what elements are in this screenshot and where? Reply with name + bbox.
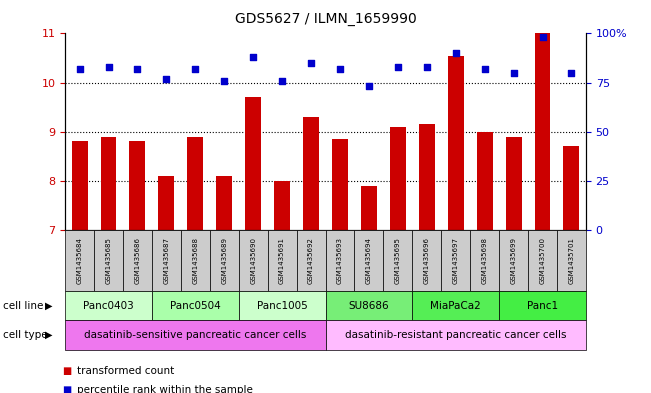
Point [422, 64, 432, 70]
Text: GSM1435693: GSM1435693 [337, 237, 343, 284]
Text: dasatinib-sensitive pancreatic cancer cells: dasatinib-sensitive pancreatic cancer ce… [84, 330, 307, 340]
Point [450, 50, 461, 56]
Text: GSM1435699: GSM1435699 [510, 237, 516, 284]
Bar [477, 132, 493, 230]
Bar [361, 185, 377, 230]
Bar [332, 139, 348, 230]
Text: GSM1435690: GSM1435690 [250, 237, 256, 284]
Text: GSM1435689: GSM1435689 [221, 237, 227, 284]
Text: ▶: ▶ [45, 301, 53, 310]
Text: GSM1435684: GSM1435684 [77, 237, 83, 284]
Text: cell line: cell line [3, 301, 44, 310]
Text: ■: ■ [62, 385, 71, 393]
Bar [274, 181, 290, 230]
Text: GSM1435696: GSM1435696 [424, 237, 430, 284]
Text: MiaPaCa2: MiaPaCa2 [430, 301, 481, 310]
Text: ■: ■ [62, 366, 71, 376]
Point [335, 66, 345, 72]
Bar [158, 176, 174, 230]
Text: Panc0403: Panc0403 [83, 301, 134, 310]
Bar [419, 124, 435, 230]
Bar [506, 136, 521, 230]
Text: GSM1435688: GSM1435688 [192, 237, 199, 284]
Text: GDS5627 / ILMN_1659990: GDS5627 / ILMN_1659990 [234, 12, 417, 26]
Bar [303, 117, 319, 230]
Bar [100, 136, 117, 230]
Bar [390, 127, 406, 230]
Text: GSM1435694: GSM1435694 [366, 237, 372, 284]
Bar [72, 141, 87, 230]
Point [190, 66, 201, 72]
Point [74, 66, 85, 72]
Text: cell type: cell type [3, 330, 48, 340]
Text: percentile rank within the sample: percentile rank within the sample [77, 385, 253, 393]
Text: transformed count: transformed count [77, 366, 174, 376]
Point [104, 64, 114, 70]
Point [566, 70, 577, 76]
Text: GSM1435701: GSM1435701 [568, 237, 574, 284]
Text: Panc1005: Panc1005 [256, 301, 307, 310]
Text: GSM1435686: GSM1435686 [135, 237, 141, 284]
Bar [448, 55, 464, 230]
Text: GSM1435685: GSM1435685 [105, 237, 111, 284]
Text: GSM1435700: GSM1435700 [540, 237, 546, 284]
Text: GSM1435692: GSM1435692 [308, 237, 314, 284]
Text: SU8686: SU8686 [348, 301, 389, 310]
Text: GSM1435698: GSM1435698 [482, 237, 488, 284]
Point [277, 77, 287, 84]
Point [508, 70, 519, 76]
Bar [534, 33, 551, 230]
Point [248, 54, 258, 60]
Bar [245, 97, 261, 230]
Point [219, 77, 229, 84]
Text: GSM1435687: GSM1435687 [163, 237, 169, 284]
Text: GSM1435695: GSM1435695 [395, 237, 401, 284]
Text: Panc1: Panc1 [527, 301, 558, 310]
Text: Panc0504: Panc0504 [170, 301, 221, 310]
Bar [130, 141, 145, 230]
Bar [187, 136, 203, 230]
Text: dasatinib-resistant pancreatic cancer cells: dasatinib-resistant pancreatic cancer ce… [345, 330, 566, 340]
Bar [216, 176, 232, 230]
Point [537, 34, 547, 40]
Point [479, 66, 490, 72]
Point [393, 64, 403, 70]
Text: GSM1435697: GSM1435697 [452, 237, 459, 284]
Point [132, 66, 143, 72]
Text: ▶: ▶ [45, 330, 53, 340]
Point [161, 75, 172, 82]
Text: GSM1435691: GSM1435691 [279, 237, 285, 284]
Bar [564, 146, 579, 230]
Point [306, 60, 316, 66]
Point [364, 83, 374, 90]
